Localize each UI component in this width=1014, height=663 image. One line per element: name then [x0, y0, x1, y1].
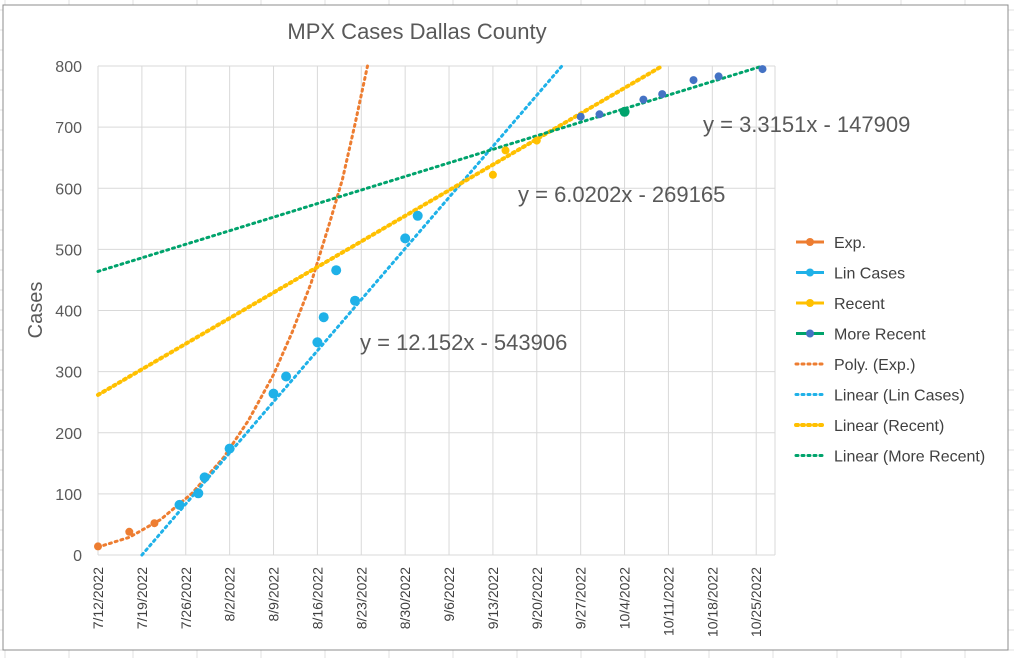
- y-tick-label: 100: [55, 487, 82, 504]
- legend-label: Lin Cases: [834, 266, 905, 283]
- data-point: [174, 499, 185, 510]
- trendline: [96, 64, 369, 549]
- data-point: [331, 265, 342, 276]
- x-tick-label: 9/13/2022: [485, 567, 501, 629]
- equation-more-recent: y = 3.3151x - 147909: [703, 112, 910, 137]
- legend-label: More Recent: [834, 327, 926, 344]
- data-point: [689, 76, 698, 85]
- legend-swatch-marker: [806, 299, 814, 307]
- data-point: [658, 90, 667, 99]
- x-tick-label: 7/26/2022: [178, 567, 194, 629]
- x-tick-label: 7/12/2022: [90, 567, 106, 629]
- legend-label: Linear (Lin Cases): [834, 388, 965, 405]
- series-markers: [94, 65, 767, 551]
- legend-label: Exp.: [834, 235, 866, 252]
- equation-lin-cases: y = 12.152x - 543906: [360, 330, 567, 355]
- data-point: [312, 337, 323, 348]
- equation-annotations: y = 3.3151x - 147909 y = 6.0202x - 26916…: [360, 112, 910, 355]
- legend-entry[interactable]: Linear (Lin Cases): [794, 388, 965, 405]
- legend-label: Recent: [834, 296, 885, 313]
- equation-recent: y = 6.0202x - 269165: [518, 182, 725, 207]
- legend-swatch-marker: [806, 238, 814, 246]
- data-point: [350, 295, 360, 306]
- data-point: [318, 312, 329, 323]
- data-point: [400, 233, 411, 244]
- y-tick-label: 0: [73, 548, 82, 565]
- legend-entry[interactable]: Linear (More Recent): [794, 449, 985, 466]
- x-tick-label: 8/16/2022: [309, 567, 325, 629]
- data-point: [714, 72, 723, 81]
- legend-entry[interactable]: Poly. (Exp.): [794, 357, 916, 374]
- x-tick-label: 10/18/2022: [704, 567, 720, 637]
- trendlines: [96, 64, 764, 557]
- x-tick-label: 8/9/2022: [266, 567, 282, 622]
- y-tick-label: 400: [55, 304, 82, 321]
- data-point: [639, 95, 648, 104]
- data-point: [94, 542, 102, 551]
- x-tick-label: 8/23/2022: [353, 567, 369, 629]
- data-point: [532, 136, 541, 145]
- legend-entry[interactable]: Lin Cases: [796, 266, 905, 283]
- chart-area[interactable]: [2, 4, 1009, 651]
- legend-label: Poly. (Exp.): [834, 357, 916, 374]
- y-tick-label: 600: [55, 181, 82, 198]
- y-tick-label: 300: [55, 365, 82, 382]
- x-tick-label: 10/4/2022: [617, 567, 633, 629]
- data-point: [150, 519, 159, 528]
- x-tick-label: 9/6/2022: [441, 567, 457, 622]
- x-axis: 7/12/2022 7/19/2022 7/26/2022 8/2/2022 8/9/2…: [90, 567, 764, 637]
- x-tick-label: 9/20/2022: [529, 567, 545, 629]
- data-point: [224, 443, 235, 454]
- legend-entry[interactable]: More Recent: [796, 327, 926, 344]
- legend-swatch-marker: [806, 329, 814, 338]
- data-point: [595, 110, 604, 119]
- data-point: [576, 112, 585, 121]
- trendline: [140, 64, 564, 557]
- data-point: [619, 106, 630, 117]
- data-point: [501, 146, 510, 155]
- data-point: [758, 65, 767, 74]
- legend-entry[interactable]: Exp.: [796, 235, 866, 252]
- legend-entry[interactable]: Recent: [796, 296, 885, 313]
- x-tick-label: 7/19/2022: [134, 567, 150, 629]
- data-point: [125, 527, 134, 536]
- y-axis-title: Cases: [25, 282, 47, 339]
- plot-gridlines: [97, 65, 776, 556]
- legend-entry[interactable]: Linear (Recent): [794, 418, 944, 435]
- data-point: [281, 371, 292, 382]
- x-tick-label: 9/27/2022: [573, 567, 589, 629]
- data-point: [488, 170, 497, 179]
- data-point: [199, 472, 210, 483]
- y-axis: 0 100 200 300 400 500 600 700 800: [55, 59, 82, 565]
- data-point: [193, 488, 204, 499]
- legend-label: Linear (More Recent): [834, 449, 985, 466]
- x-tick-label: 8/30/2022: [397, 567, 413, 629]
- data-point: [268, 388, 279, 399]
- x-tick-label: 8/2/2022: [222, 567, 238, 622]
- y-tick-label: 500: [55, 242, 82, 259]
- legend[interactable]: Exp. Lin Cases Recent More Recent Poly. (Exp…: [794, 235, 985, 466]
- y-tick-label: 700: [55, 120, 82, 137]
- legend-label: Linear (Recent): [834, 418, 944, 435]
- x-tick-label: 10/25/2022: [748, 567, 764, 637]
- data-point: [412, 210, 423, 221]
- legend-swatch-marker: [806, 268, 814, 277]
- y-tick-label: 800: [55, 59, 82, 76]
- x-tick-label: 10/11/2022: [660, 567, 676, 636]
- trendline: [96, 64, 764, 273]
- chart-title: MPX Cases Dallas County: [287, 19, 546, 44]
- y-tick-label: 200: [55, 426, 82, 443]
- trendline: [96, 64, 665, 397]
